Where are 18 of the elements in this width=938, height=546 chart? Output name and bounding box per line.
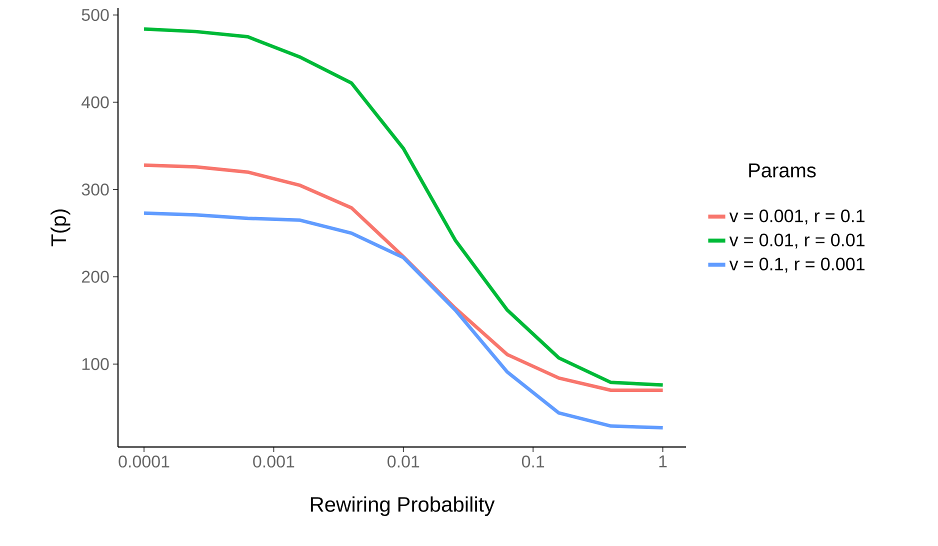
x-tick-label: 0.1 [522, 456, 544, 468]
legend-title: Params [749, 164, 816, 178]
x-tick-label: 0.001 [253, 456, 294, 468]
legend-label: v = 0.001, r = 0.1 [729, 210, 864, 224]
y-tick-label: 100 [82, 358, 109, 370]
line-series [142, 211, 665, 430]
legend-label: v = 0.01, r = 0.01 [729, 234, 864, 248]
legend-label: v = 0.1, r = 0.001 [729, 258, 864, 273]
y-tick-label: 400 [82, 96, 109, 108]
y-axis-title: T(p) [50, 210, 70, 246]
x-tick-label: 0.01 [388, 456, 420, 468]
x-tick-label: 1 [659, 456, 667, 468]
line-series [142, 27, 665, 387]
y-tick-label: 500 [82, 8, 109, 22]
x-axis-title: Rewiring Probability [310, 496, 495, 516]
y-tick-label: 300 [82, 184, 109, 196]
x-tick-label: 0.0001 [118, 456, 170, 468]
y-tick-label: 200 [82, 270, 109, 283]
